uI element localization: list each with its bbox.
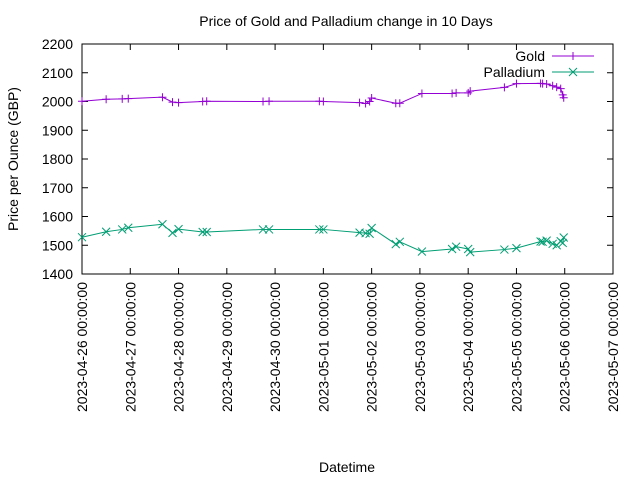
y-tick-label: 2200 — [42, 36, 73, 52]
chart-title: Price of Gold and Palladium change in 10… — [199, 13, 492, 29]
y-tick-label: 2100 — [42, 65, 73, 81]
x-tick-label: 2023-04-27 00:00:00 — [122, 282, 138, 412]
palladium-line — [81, 223, 565, 253]
gold-point — [448, 89, 457, 98]
x-tick-label: 2023-04-30 00:00:00 — [267, 282, 283, 412]
legend-marker-gold — [569, 52, 577, 60]
y-tick-label: 1500 — [42, 237, 73, 253]
y-tick-label: 1600 — [42, 209, 73, 225]
gold-point — [559, 93, 568, 102]
gold-point — [512, 79, 521, 88]
palladium-point — [117, 225, 127, 234]
palladium-point — [465, 247, 475, 257]
gold-point — [452, 88, 461, 97]
gold-point — [202, 97, 211, 106]
gold-point — [168, 98, 177, 107]
y-tick-label: 1400 — [42, 266, 73, 282]
gold-point — [174, 98, 183, 107]
palladium-point — [168, 228, 177, 238]
x-tick-label: 2023-05-06 00:00:00 — [557, 282, 573, 412]
x-axis-label: Datetime — [319, 459, 375, 475]
palladium-point — [395, 237, 405, 247]
palladium-point — [451, 242, 461, 252]
gold-point — [367, 94, 376, 103]
palladium-point — [77, 232, 87, 242]
x-tick-label: 2023-05-02 00:00:00 — [364, 282, 380, 412]
gold-point — [464, 88, 473, 97]
palladium-point — [367, 223, 376, 233]
legend-marker-palladium — [568, 67, 578, 77]
palladium-series — [77, 219, 569, 257]
gold-point — [500, 83, 509, 92]
series-layer — [77, 79, 569, 257]
gold-point — [556, 84, 565, 93]
y-tick-label: 1900 — [42, 122, 73, 138]
gold-point — [319, 97, 328, 106]
palladium-point — [447, 244, 457, 254]
gold-point — [365, 97, 374, 106]
palladium-point — [512, 243, 521, 253]
gold-point — [78, 97, 86, 106]
x-tick-label: 2023-05-07 00:00:00 — [605, 282, 621, 412]
x-tick-label: 2023-05-04 00:00:00 — [460, 282, 476, 412]
gold-point — [542, 79, 551, 88]
palladium-point — [417, 247, 427, 256]
y-axis-label: Price per Ounce (GBP) — [5, 87, 21, 231]
palladium-point — [361, 228, 370, 238]
palladium-point — [158, 219, 167, 229]
palladium-point — [542, 236, 551, 246]
palladium-point — [123, 223, 133, 233]
gold-point — [158, 93, 167, 102]
gold-point — [102, 95, 111, 104]
gold-point — [466, 87, 475, 96]
gold-series — [78, 79, 568, 108]
palladium-point — [500, 245, 509, 254]
gold-point — [265, 97, 274, 106]
y-tick-label: 1800 — [42, 151, 73, 167]
gold-point — [548, 81, 557, 90]
x-axis-ticks: 2023-04-26 00:00:00 2023-04-27 00:00:00 20… — [74, 44, 621, 412]
x-tick-label: 2023-04-28 00:00:00 — [171, 282, 187, 412]
gold-point — [395, 99, 404, 108]
palladium-point — [319, 225, 328, 234]
palladium-point — [202, 227, 212, 237]
x-tick-label: 2023-04-29 00:00:00 — [219, 282, 235, 412]
gold-point — [355, 98, 364, 107]
x-tick-label: 2023-05-05 00:00:00 — [508, 282, 524, 412]
palladium-point — [559, 233, 569, 242]
palladium-point — [314, 225, 324, 234]
gold-point — [124, 94, 133, 103]
x-tick-label: 2023-05-01 00:00:00 — [315, 282, 331, 412]
gold-point — [552, 83, 561, 92]
y-tick-label: 2000 — [42, 94, 73, 110]
palladium-point — [198, 227, 208, 237]
palladium-point — [365, 229, 374, 239]
palladium-point — [264, 225, 274, 234]
gold-point — [417, 89, 426, 98]
palladium-point — [558, 238, 568, 248]
palladium-point — [101, 227, 111, 237]
legend-label-gold: Gold — [515, 48, 545, 64]
palladium-point — [174, 224, 183, 234]
y-axis-ticks: 1400 1500 1600 1700 1800 1900 2000 2100 2200 — [42, 36, 613, 282]
x-tick-label: 2023-04-26 00:00:00 — [74, 282, 90, 412]
gold-line — [81, 82, 565, 105]
legend-label-palladium: Palladium — [484, 64, 545, 80]
y-tick-label: 1700 — [42, 180, 73, 196]
palladium-point — [391, 239, 401, 249]
x-tick-label: 2023-05-03 00:00:00 — [412, 282, 428, 412]
gold-point — [361, 99, 370, 108]
